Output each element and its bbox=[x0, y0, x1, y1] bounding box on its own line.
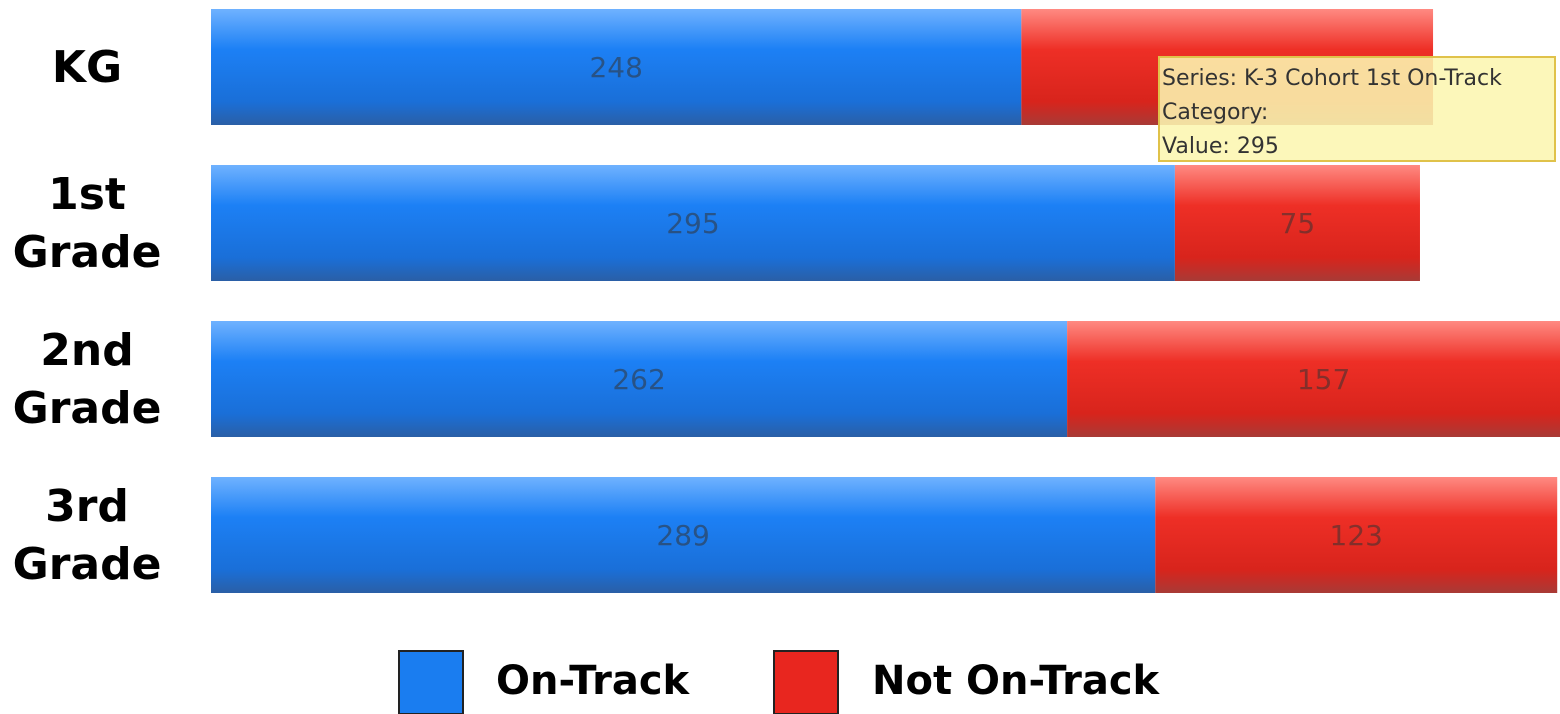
bar-on-track-3[interactable] bbox=[211, 477, 1156, 593]
bar-on-track-2[interactable] bbox=[211, 321, 1068, 437]
legend: On-Track Not On-Track bbox=[398, 650, 1161, 714]
tooltip-box bbox=[1158, 56, 1556, 162]
category-label: 2nd Grade bbox=[13, 325, 162, 434]
bars-layer: 248 295 75 262 157 289 123 bbox=[211, 9, 1560, 593]
bar-not-on-track-3[interactable] bbox=[1155, 477, 1558, 593]
tooltip: Series: K-3 Cohort 1st On-Track Category:… bbox=[1158, 56, 1556, 162]
bar-not-on-track-2[interactable] bbox=[1067, 321, 1560, 437]
bar-on-track-1[interactable] bbox=[211, 165, 1175, 281]
bar-value-label: 248 bbox=[589, 51, 642, 84]
bar-value-label: 75 bbox=[1280, 207, 1316, 240]
legend-label-not-on-track: Not On-Track bbox=[872, 658, 1161, 704]
legend-swatch-on-track bbox=[398, 650, 464, 714]
category-labels: KG 1st Grade 2nd Grade 3rd Grade bbox=[13, 42, 162, 590]
bar-not-on-track-1[interactable] bbox=[1174, 165, 1420, 281]
tooltip-line: Series: K-3 Cohort 1st On-Track bbox=[1162, 66, 1502, 91]
bar-value-label: 289 bbox=[656, 519, 709, 552]
tooltip-line: Category: bbox=[1162, 100, 1268, 125]
tooltip-line: Value: 295 bbox=[1162, 134, 1279, 159]
category-label: 3rd Grade bbox=[13, 481, 162, 590]
bar-on-track-0[interactable] bbox=[211, 9, 1022, 125]
bar-value-label: 123 bbox=[1330, 519, 1383, 552]
bar-value-label: 295 bbox=[666, 207, 719, 240]
legend-swatch-not-on-track bbox=[773, 650, 839, 714]
legend-label-on-track: On-Track bbox=[496, 658, 691, 704]
category-label: 1st Grade bbox=[13, 169, 162, 278]
category-label: KG bbox=[52, 42, 122, 93]
bar-value-label: 157 bbox=[1297, 363, 1350, 396]
bar-value-label: 262 bbox=[612, 363, 665, 396]
